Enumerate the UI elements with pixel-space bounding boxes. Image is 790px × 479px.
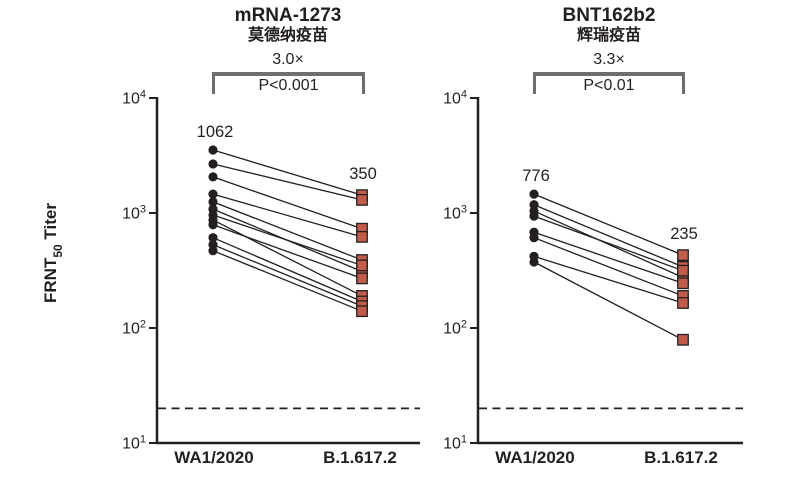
p-value-label: P<0.001: [258, 77, 319, 94]
x-tick-label: WA1/2020: [174, 448, 253, 467]
pair-line: [212, 193, 363, 238]
b16172-data-point: [356, 259, 368, 272]
wa1-2020-data-point: [529, 257, 539, 267]
pair-line: [533, 261, 684, 341]
wa1-2020-data-point: [529, 200, 539, 210]
b16172-data-point: [356, 230, 368, 243]
pair-line: [533, 255, 684, 304]
fold-change-label: 3.0×: [272, 50, 304, 68]
y-axis-title: FRNT50 Titer: [40, 203, 66, 303]
pair-line: [212, 224, 363, 280]
pair-line: [212, 149, 363, 196]
wa1-2020-data-point: [208, 159, 218, 169]
y-tick-label: 101: [122, 434, 146, 453]
significance-bracket: P<0.01: [533, 72, 685, 94]
wa1-2020-data-point: [529, 211, 539, 221]
pair-line: [533, 231, 684, 284]
pair-line: [533, 204, 684, 268]
y-tick-label: 102: [443, 319, 467, 338]
x-tick-label: WA1/2020: [495, 448, 574, 467]
panel-title: BNT162b2: [562, 5, 656, 26]
gmt-label-wa1-2020: 1062: [197, 123, 234, 141]
y-tick-label: 103: [443, 204, 467, 223]
fold-change-label: 3.3×: [593, 50, 625, 68]
b16172-data-point: [356, 305, 368, 318]
pair-line: [212, 214, 363, 267]
wa1-2020-data-point: [529, 189, 539, 199]
pair-line: [533, 215, 684, 272]
wa1-2020-data-point: [208, 197, 218, 207]
wa1-2020-data-point: [208, 233, 218, 243]
panel-header-bnt162b2: BNT162b2 辉瑞疫苗 3.3×: [534, 6, 684, 69]
gmt-label-b16172: 350: [349, 165, 377, 183]
panel-subtitle-chinese: 莫德纳疫苗: [247, 26, 328, 44]
pair-line: [533, 210, 684, 279]
pair-line: [212, 176, 363, 230]
wa1-2020-data-point: [208, 145, 218, 155]
pair-line: [533, 193, 684, 256]
pair-line: [212, 163, 363, 201]
y-tick-label: 104: [122, 89, 146, 108]
wa1-2020-data-point: [208, 220, 218, 230]
wa1-2020-data-point: [208, 189, 218, 199]
y-tick-label: 102: [122, 319, 146, 338]
b16172-data-point: [356, 193, 368, 206]
y-axis-title-suffix: Titer: [40, 203, 60, 245]
wa1-2020-data-point: [529, 233, 539, 243]
gmt-label-wa1-2020: 776: [522, 167, 550, 185]
panel-subtitle-chinese: 辉瑞疫苗: [576, 26, 641, 44]
y-axis-title-prefix: FRNT: [40, 257, 60, 303]
b16172-data-point: [356, 272, 368, 285]
y-axis-title-subscript: 50: [51, 244, 66, 258]
wa1-2020-data-point: [208, 172, 218, 182]
b16172-data-point: [677, 297, 689, 309]
wa1-2020-data-point: [208, 246, 218, 256]
x-tick-label: B.1.617.2: [644, 448, 718, 467]
b16172-data-point: [677, 333, 689, 346]
panel-title: mRNA-1273: [234, 5, 342, 26]
x-tick-label: B.1.617.2: [323, 448, 397, 467]
significance-bracket: P<0.001: [212, 72, 365, 94]
pair-line: [212, 201, 363, 261]
pair-line: [533, 237, 684, 297]
y-tick-label: 104: [443, 89, 467, 108]
pair-line: [212, 219, 363, 297]
pair-line: [212, 250, 363, 312]
y-tick-label: 103: [122, 204, 146, 223]
panel-header-mrna-1273: mRNA-1273 莫德纳疫苗 3.0×: [213, 6, 363, 69]
b16172-data-point: [677, 264, 689, 277]
p-value-label: P<0.01: [583, 77, 635, 94]
pair-line: [212, 237, 363, 303]
b16172-data-point: [677, 249, 689, 262]
y-tick-label: 101: [443, 434, 467, 453]
b16172-data-point: [677, 277, 689, 290]
pair-line: [212, 244, 363, 307]
gmt-label-b16172: 235: [670, 225, 698, 243]
